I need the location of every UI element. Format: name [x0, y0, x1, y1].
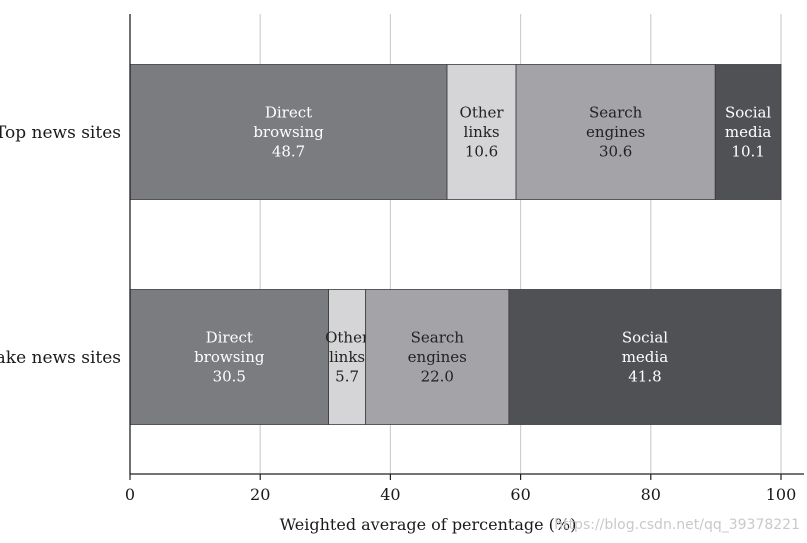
x-tick-labels: 0 20 40 60 80 100	[125, 485, 796, 504]
segment-label: Other	[460, 104, 505, 122]
bar-segment	[129, 289, 329, 425]
x-tick-label: 20	[250, 485, 270, 504]
segment-label: Direct	[265, 104, 312, 122]
x-tick-label: 100	[766, 485, 797, 504]
segment-label: browsing	[253, 123, 324, 141]
segment-label: Other	[325, 329, 370, 347]
category-label: Fake news sites	[0, 348, 121, 368]
data-label: 10.1	[731, 143, 764, 161]
data-label: 10.6	[465, 143, 498, 161]
x-tick-label: 0	[125, 485, 135, 504]
bar-segment	[714, 64, 782, 200]
segment-label: Social	[725, 104, 771, 122]
data-label: 22.0	[421, 368, 454, 386]
data-label: 48.7	[272, 143, 305, 161]
bar-segment	[446, 64, 517, 200]
segment-label: engines	[586, 123, 645, 141]
bar-segment	[508, 289, 782, 425]
x-tick-label: 60	[510, 485, 530, 504]
segment-label: links	[329, 348, 365, 366]
segment-label: engines	[408, 348, 467, 366]
bar-segment	[515, 64, 716, 200]
bar-segment	[328, 289, 367, 425]
data-label: 30.5	[213, 368, 246, 386]
bar-segment	[129, 64, 448, 200]
axes	[129, 14, 804, 480]
category-label: Top news sites	[0, 123, 121, 143]
x-tick-label: 40	[380, 485, 400, 504]
watermark: https://blog.csdn.net/qq_39378221	[554, 517, 800, 533]
segment-label: media	[725, 123, 772, 141]
x-axis-title: Weighted average of percentage (%)	[280, 515, 577, 534]
segment-label: browsing	[194, 348, 265, 366]
bars: Directbrowsing48.7Otherlinks10.6Searchen…	[129, 64, 782, 425]
bar-segment	[365, 289, 510, 425]
segment-label: Direct	[206, 329, 253, 347]
segment-label: Search	[411, 329, 465, 347]
category-labels: Top news sites Fake news sites	[0, 123, 121, 368]
x-tick-label: 80	[641, 485, 661, 504]
segment-label: Search	[589, 104, 643, 122]
segment-label: media	[622, 348, 669, 366]
segment-label: Social	[622, 329, 668, 347]
data-label: 5.7	[335, 368, 359, 386]
segment-label: links	[464, 123, 500, 141]
data-label: 30.6	[599, 143, 632, 161]
data-label: 41.8	[628, 368, 661, 386]
